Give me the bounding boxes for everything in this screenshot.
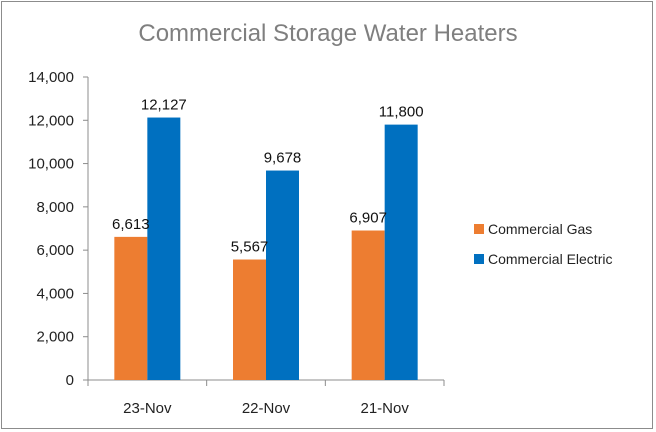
- y-tick-label: 10,000: [28, 156, 74, 173]
- y-tick-label: 6,000: [36, 242, 74, 259]
- legend-label-electric: Commercial Electric: [488, 251, 613, 267]
- legend-label-gas: Commercial Gas: [488, 221, 593, 237]
- y-tick-label: 8,000: [36, 199, 74, 216]
- data-label: 6,907: [349, 210, 387, 227]
- chart-title: Commercial Storage Water Heaters: [138, 20, 518, 47]
- chart-data-labels: 6,613 12,127 5,567 9,678 6,907 11,800: [112, 97, 423, 256]
- y-tick-label: 2,000: [36, 329, 74, 346]
- bar-electric: [266, 170, 299, 380]
- chart-legend: Commercial Gas Commercial Electric: [474, 214, 612, 274]
- data-label: 12,127: [141, 97, 187, 114]
- y-tick-label: 4,000: [36, 285, 74, 302]
- data-label: 5,567: [231, 239, 269, 256]
- x-tick-label: 23-Nov: [123, 400, 172, 417]
- bar-electric: [147, 117, 181, 380]
- data-label: 6,613: [112, 216, 150, 233]
- legend-swatch-gas: [474, 224, 484, 234]
- legend-item-electric: Commercial Electric: [474, 244, 612, 274]
- x-tick-label: 21-Nov: [360, 400, 409, 417]
- data-label: 11,800: [379, 104, 424, 121]
- y-tick-label: 12,000: [28, 112, 74, 129]
- x-tick-label: 22-Nov: [242, 400, 291, 417]
- chart-bars: [114, 117, 418, 380]
- y-tick-label: 14,000: [28, 69, 74, 86]
- bar-gas: [233, 259, 266, 380]
- bar-gas: [114, 236, 148, 380]
- bar-gas: [351, 230, 385, 380]
- legend-swatch-electric: [474, 254, 484, 264]
- bar-electric: [384, 124, 418, 380]
- data-label: 9,678: [264, 150, 302, 167]
- y-tick-label: 0: [66, 372, 74, 389]
- legend-item-gas: Commercial Gas: [474, 214, 612, 244]
